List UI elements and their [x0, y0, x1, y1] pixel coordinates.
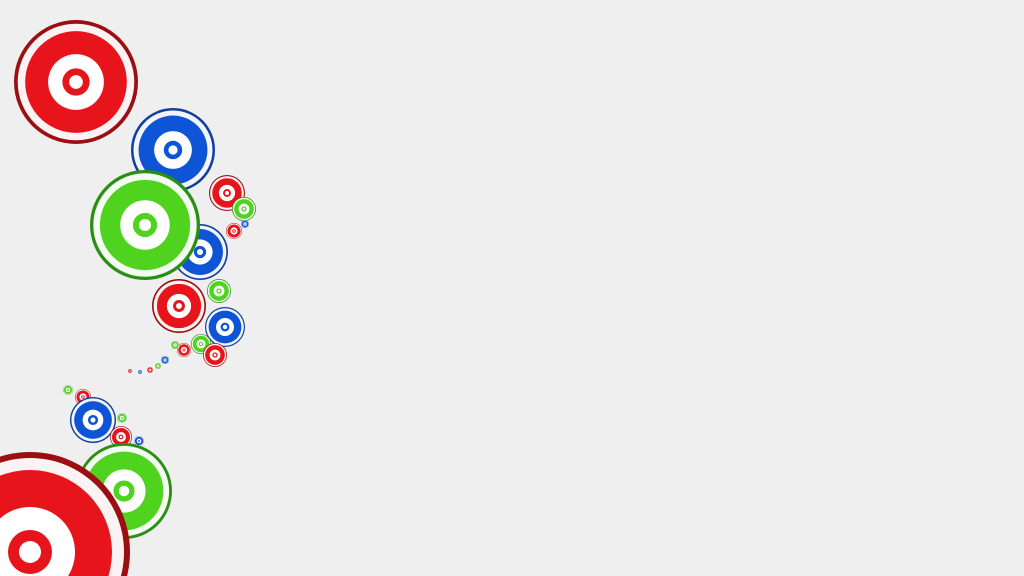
target: [205, 307, 245, 347]
target: [155, 363, 161, 369]
target: [90, 170, 200, 280]
target: [171, 341, 179, 349]
target: [241, 220, 249, 228]
target: [203, 343, 227, 367]
target: [117, 413, 127, 423]
target: [70, 397, 116, 443]
target: [207, 279, 231, 303]
target: [161, 356, 169, 364]
target: [128, 369, 132, 373]
target: [226, 223, 242, 239]
target: [14, 20, 138, 144]
target: [177, 343, 191, 357]
target: [138, 370, 142, 374]
target: [147, 367, 153, 373]
target: [232, 197, 256, 221]
target: [63, 385, 73, 395]
target: [152, 279, 206, 333]
